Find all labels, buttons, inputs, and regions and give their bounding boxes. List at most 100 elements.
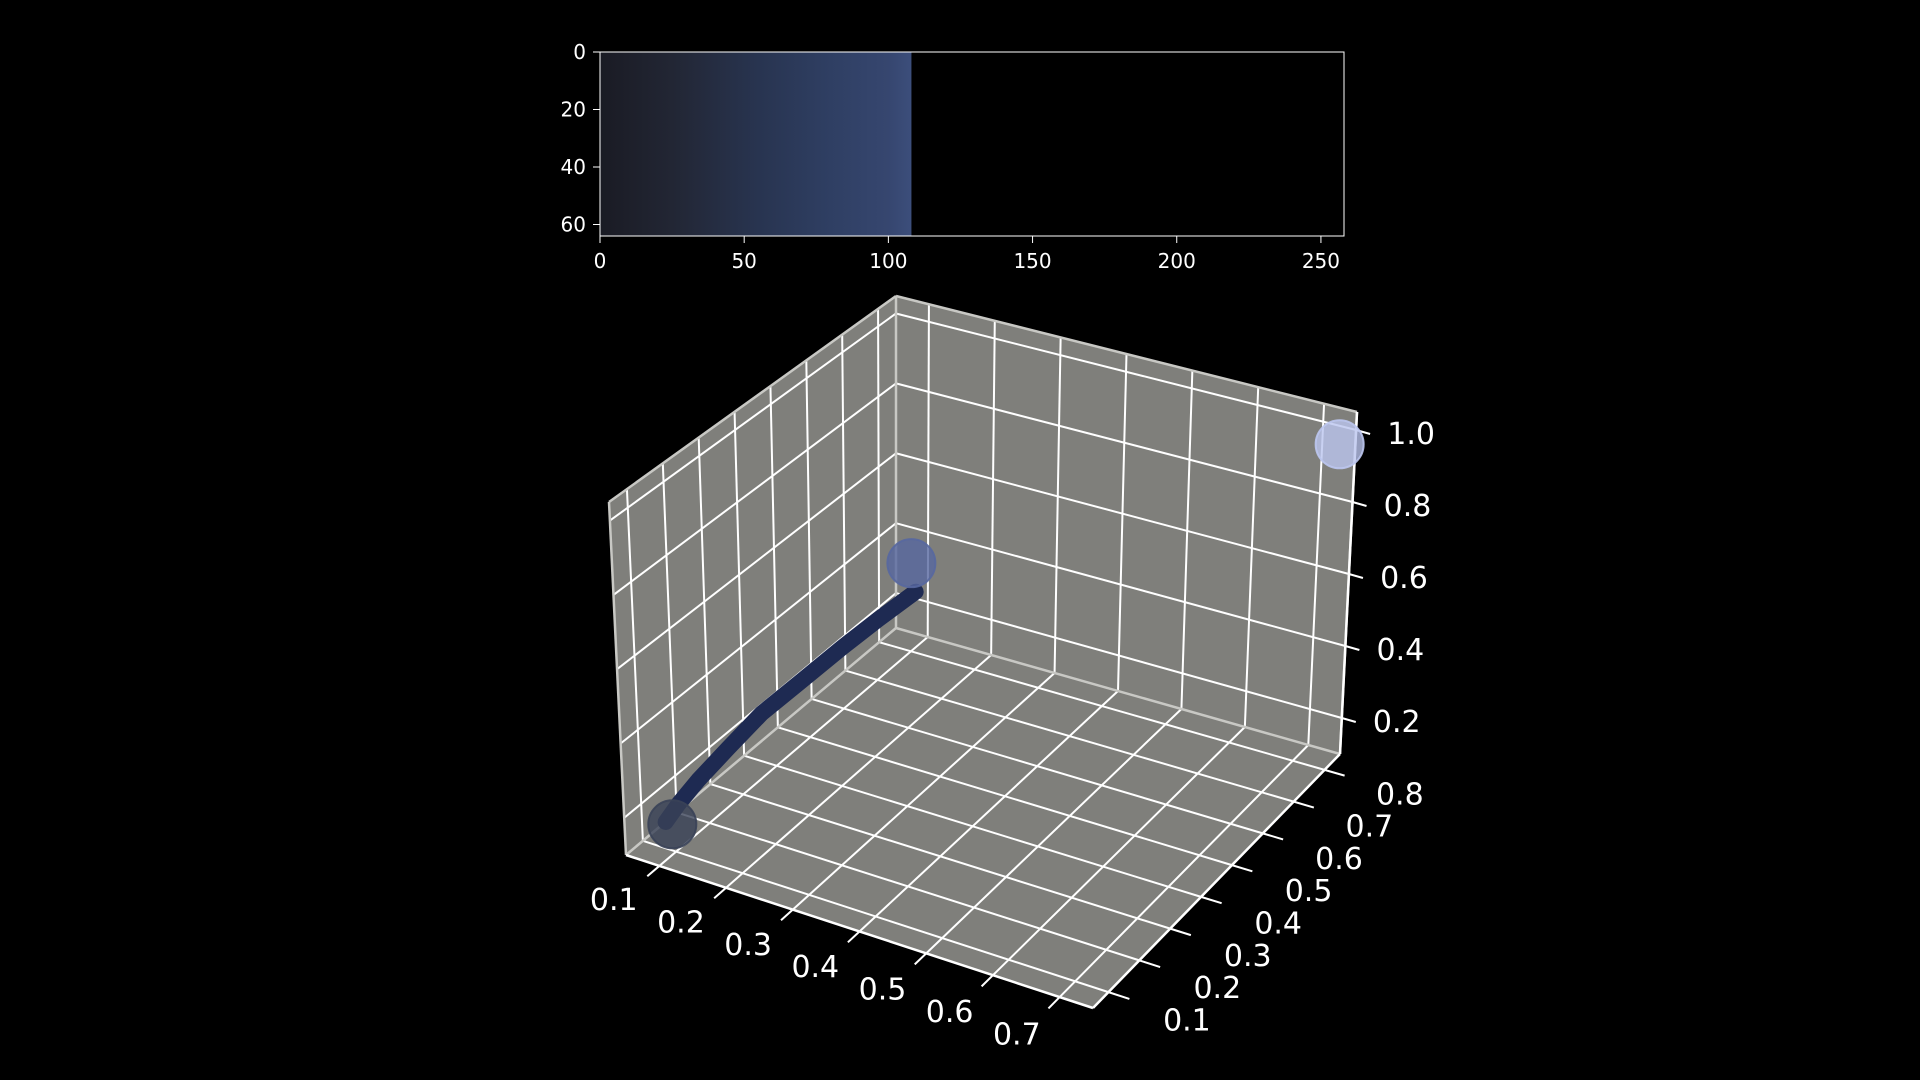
grid-line bbox=[925, 708, 1183, 955]
x-tick bbox=[980, 974, 994, 988]
trajectory-line bbox=[657, 583, 924, 831]
heatmap-x-tick-label: 150 bbox=[1013, 249, 1051, 273]
y-tick bbox=[1324, 768, 1345, 777]
grid-line bbox=[811, 697, 1264, 835]
x-tick-label: 0.2 bbox=[657, 905, 705, 940]
heatmap-y-axis: 0 20 40 60 bbox=[561, 40, 600, 237]
heatmap-y-tick-label: 40 bbox=[561, 155, 586, 179]
heatmap-filled-strip bbox=[600, 52, 912, 236]
grid-line bbox=[992, 726, 1246, 976]
z-tick bbox=[1348, 573, 1364, 579]
x-tick bbox=[713, 887, 727, 900]
grid-line bbox=[625, 489, 644, 841]
z-tick-label: 0.6 bbox=[1380, 561, 1428, 596]
z-tick-label: 0.4 bbox=[1377, 633, 1425, 668]
x-tick bbox=[914, 952, 927, 966]
y-tick-label: 0.4 bbox=[1254, 906, 1302, 941]
grid-line bbox=[845, 669, 1294, 803]
y-tick-label: 0.6 bbox=[1315, 842, 1363, 877]
y-tick bbox=[1231, 864, 1253, 873]
tick-labels: 0.10.20.30.40.50.60.7 0.10.20.30.40.50.60… bbox=[590, 417, 1435, 1052]
grid-lines bbox=[609, 304, 1357, 998]
grid-line bbox=[926, 304, 930, 638]
grid-line bbox=[609, 312, 897, 522]
heatmap-x-tick-label: 250 bbox=[1302, 249, 1340, 273]
heatmap-x-tick-label: 200 bbox=[1158, 249, 1196, 273]
y-tick bbox=[1108, 991, 1130, 1000]
z-axis-line bbox=[1338, 411, 1359, 755]
grid-line bbox=[642, 839, 1109, 994]
grid-line bbox=[895, 312, 1357, 431]
x-tick-label: 0.3 bbox=[724, 928, 772, 963]
grid-line bbox=[877, 308, 881, 643]
y-tick bbox=[1293, 800, 1315, 809]
grid-line bbox=[697, 437, 712, 785]
left-wall-pane bbox=[609, 296, 896, 855]
grid-line bbox=[658, 636, 929, 867]
grid-line bbox=[612, 382, 897, 596]
pane-edge bbox=[895, 294, 1358, 414]
heatmap-y-tick-label: 20 bbox=[561, 98, 586, 122]
grid-line bbox=[661, 463, 678, 813]
heatmap-y-tick-label: 60 bbox=[561, 213, 586, 237]
pane-edge bbox=[895, 626, 1341, 756]
grid-line bbox=[1180, 370, 1194, 710]
x-tick-label: 0.6 bbox=[926, 995, 974, 1030]
heatmap-x-tick-label: 0 bbox=[594, 249, 607, 273]
z-tick bbox=[1341, 717, 1357, 723]
x-tick bbox=[1047, 996, 1061, 1010]
x-tick bbox=[847, 930, 861, 944]
grid-line bbox=[1117, 353, 1128, 692]
z-tick bbox=[1345, 645, 1360, 651]
grid-line bbox=[620, 522, 897, 745]
grid-line bbox=[743, 754, 1202, 898]
axis-panes bbox=[609, 296, 1357, 1008]
x-tick-label: 0.4 bbox=[791, 950, 839, 985]
end-marker bbox=[1314, 419, 1365, 470]
y-axis-line bbox=[1092, 753, 1341, 1009]
heatmap-y-tick-label: 0 bbox=[573, 40, 586, 64]
y-tick-label: 0.8 bbox=[1376, 777, 1424, 812]
y-tick-label: 0.2 bbox=[1193, 971, 1241, 1006]
pane-edge bbox=[608, 294, 897, 504]
mid-marker bbox=[886, 538, 937, 589]
y-tick bbox=[1262, 832, 1284, 841]
y-tick bbox=[1200, 895, 1222, 905]
plot-data bbox=[647, 419, 1365, 850]
x-tick-label: 0.5 bbox=[859, 973, 907, 1008]
x-tick-label: 0.7 bbox=[993, 1017, 1041, 1052]
back-wall-pane bbox=[896, 296, 1357, 754]
grid-line bbox=[710, 783, 1171, 930]
grid-line bbox=[841, 334, 847, 671]
y-tick-label: 0.3 bbox=[1224, 939, 1272, 974]
grid-line bbox=[895, 452, 1350, 575]
grid-line bbox=[805, 360, 813, 699]
grid-line bbox=[858, 690, 1119, 933]
grid-line bbox=[1058, 744, 1309, 998]
grid-line bbox=[878, 641, 1325, 771]
heatmap-x-tick-label: 50 bbox=[731, 249, 756, 273]
y-tick bbox=[1169, 927, 1192, 937]
x-tick-label: 0.1 bbox=[590, 883, 638, 918]
heatmap-x-axis: 0 50 100 150 200 250 bbox=[594, 236, 1340, 273]
y-tick bbox=[1139, 959, 1161, 968]
grid-line bbox=[895, 382, 1353, 503]
heatmap-x-tick-label: 100 bbox=[869, 249, 907, 273]
start-marker bbox=[647, 799, 698, 850]
scatter3d-chart: 0.10.20.30.40.50.60.7 0.10.20.30.40.50.60… bbox=[590, 294, 1435, 1052]
grid-line bbox=[895, 592, 1343, 719]
heatmap-frame bbox=[599, 51, 1345, 237]
pane-edge bbox=[607, 501, 628, 856]
y-tick-label: 0.5 bbox=[1285, 874, 1333, 909]
grid-line bbox=[725, 654, 992, 889]
x-tick bbox=[646, 865, 661, 877]
z-tick-label: 0.8 bbox=[1384, 489, 1432, 524]
grid-line bbox=[792, 672, 1056, 911]
grid-line bbox=[769, 386, 779, 728]
grid-line bbox=[616, 452, 897, 671]
z-tick bbox=[1352, 501, 1367, 507]
grid-line bbox=[777, 726, 1233, 867]
grid-line bbox=[990, 320, 996, 656]
axis-ticks bbox=[646, 429, 1371, 1010]
